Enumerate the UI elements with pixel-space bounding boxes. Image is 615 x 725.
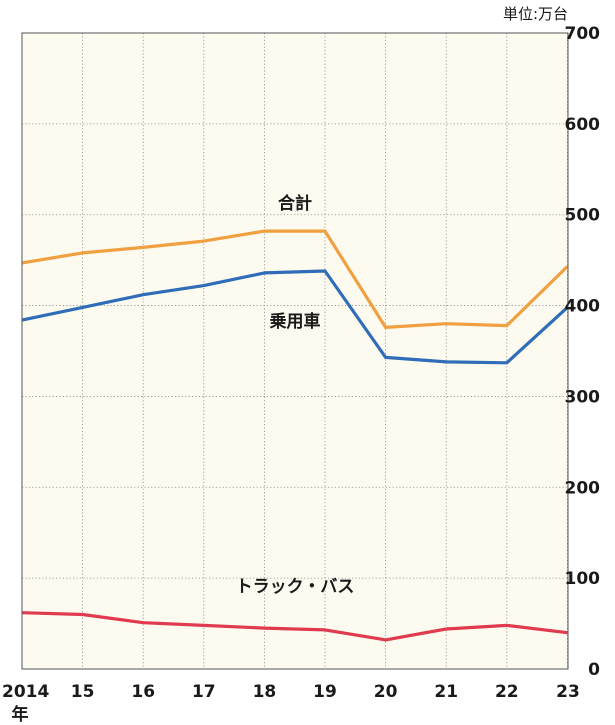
- x-tick-label: 20: [374, 682, 398, 702]
- x-axis-ticks: 2014 15 16 17 18 19 20 21 22 23 年: [2, 682, 580, 725]
- x-tick-label: 22: [495, 682, 519, 702]
- series-label-1: 乗用車: [269, 311, 321, 332]
- plot-area: [22, 33, 568, 669]
- series-line-0: [21, 229, 569, 329]
- y-tick-label: 0: [588, 660, 600, 680]
- gridlines: [22, 33, 568, 669]
- x-tick-label: 15: [71, 682, 95, 702]
- x-tick-label: 17: [192, 682, 216, 702]
- series-lines: [21, 229, 569, 642]
- unit-label: 単位:万台: [503, 5, 568, 23]
- y-tick-label: 400: [565, 297, 601, 317]
- y-tick-label: 600: [565, 115, 601, 135]
- y-axis-ticks: 0 100 200 300 400 500 600 700: [565, 24, 601, 680]
- y-tick-label: 500: [565, 206, 601, 226]
- y-tick-label: 100: [565, 569, 601, 589]
- x-tick-label: 16: [131, 682, 155, 702]
- plot-background: [22, 33, 568, 669]
- plot-frame: [21, 32, 569, 670]
- series-label-2: トラック・バス: [236, 577, 355, 597]
- frame-border: [21, 32, 569, 670]
- x-tick-label: 19: [313, 682, 337, 702]
- series-label-0: 合計: [278, 193, 312, 214]
- y-tick-label: 200: [565, 478, 601, 498]
- x-tick-label: 23: [556, 682, 580, 702]
- series-line-1: [21, 269, 569, 365]
- x-axis-suffix: 年: [12, 704, 29, 725]
- x-tick-label: 18: [253, 682, 277, 702]
- y-tick-label: 700: [565, 24, 601, 44]
- x-tick-label: 21: [434, 682, 458, 702]
- series-line-2: [21, 611, 568, 642]
- y-tick-label: 300: [565, 387, 601, 407]
- x-tick-label: 2014: [2, 682, 49, 702]
